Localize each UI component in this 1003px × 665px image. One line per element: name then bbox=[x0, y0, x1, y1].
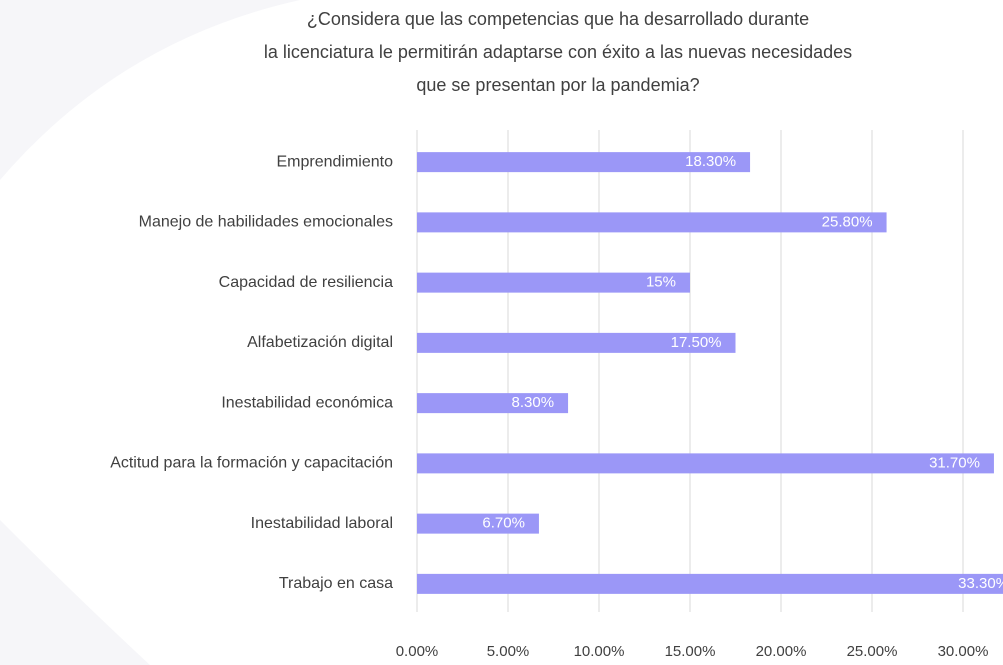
decoration bbox=[0, 520, 150, 665]
bar bbox=[417, 212, 887, 233]
value-label: 25.80% bbox=[822, 213, 873, 230]
chart-title: la licenciatura le permitirán adaptarse … bbox=[264, 42, 852, 62]
x-tick-label: 20.00% bbox=[756, 643, 807, 660]
bar bbox=[417, 272, 690, 293]
decoration bbox=[0, 0, 300, 180]
y-tick-label: Trabajo en casa bbox=[279, 575, 393, 592]
x-tick-label: 15.00% bbox=[665, 643, 716, 660]
y-tick-label: Alfabetización digital bbox=[247, 334, 393, 351]
value-label: 6.70% bbox=[482, 515, 525, 532]
y-tick-label: Inestabilidad económica bbox=[221, 394, 393, 411]
y-tick-label: Manejo de habilidades emocionales bbox=[139, 214, 393, 231]
x-tick-label: 10.00% bbox=[574, 643, 625, 660]
x-tick-label: 5.00% bbox=[487, 643, 530, 660]
value-label: 18.30% bbox=[685, 153, 736, 170]
x-tick-label: 0.00% bbox=[396, 643, 439, 660]
bar bbox=[417, 393, 569, 414]
value-label: 15% bbox=[646, 274, 676, 291]
y-tick-label: Inestabilidad laboral bbox=[251, 515, 393, 532]
value-label: 17.50% bbox=[671, 334, 722, 351]
bar bbox=[417, 332, 736, 353]
x-tick-label: 30.00% bbox=[938, 643, 989, 660]
bar bbox=[417, 513, 539, 534]
value-label: 8.30% bbox=[512, 394, 555, 411]
value-label: 33.30% bbox=[958, 575, 1003, 592]
bar bbox=[417, 453, 994, 474]
bar bbox=[417, 152, 751, 173]
chart-title: que se presentan por la pandemia? bbox=[416, 75, 699, 95]
value-label: 31.70% bbox=[929, 454, 980, 471]
chart-title: ¿Considera que las competencias que ha d… bbox=[307, 9, 809, 29]
x-tick-label: 25.00% bbox=[847, 643, 898, 660]
y-tick-label: Actitud para la formación y capacitación bbox=[110, 455, 393, 472]
bar bbox=[417, 573, 1003, 594]
y-tick-label: Capacidad de resiliencia bbox=[219, 274, 393, 291]
y-tick-label: Emprendimiento bbox=[277, 153, 394, 170]
